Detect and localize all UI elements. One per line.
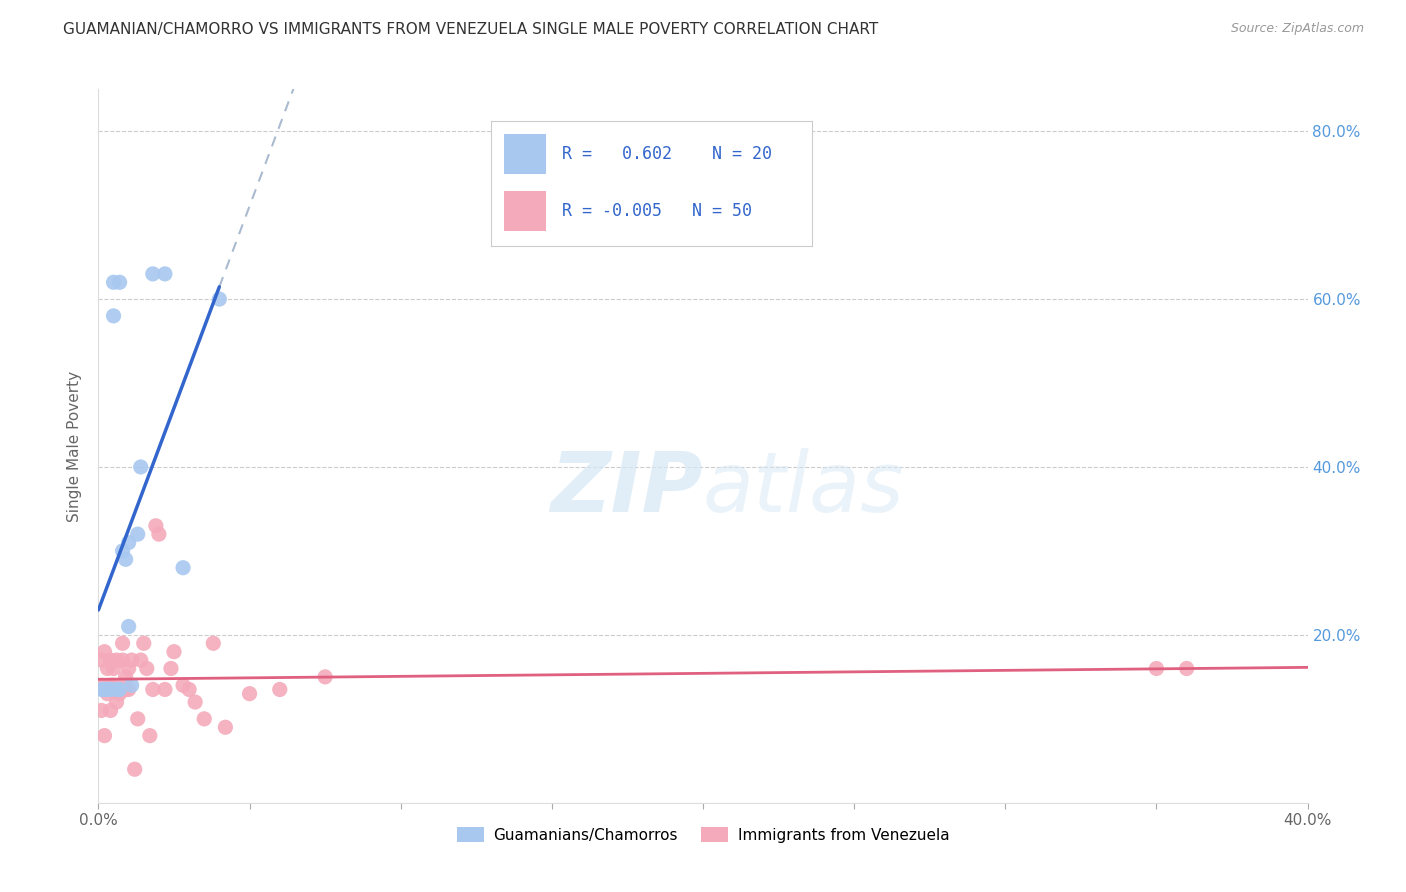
Point bbox=[93, 682, 115, 697]
Point bbox=[145, 518, 167, 533]
Point bbox=[96, 682, 118, 697]
Point bbox=[96, 682, 118, 697]
Point bbox=[100, 682, 122, 697]
Point bbox=[163, 645, 186, 659]
Point bbox=[90, 653, 112, 667]
Point bbox=[129, 653, 152, 667]
Point bbox=[1144, 661, 1167, 675]
Point bbox=[105, 695, 128, 709]
Point bbox=[193, 712, 215, 726]
Point bbox=[105, 653, 128, 667]
Point bbox=[103, 275, 125, 289]
Point bbox=[118, 661, 141, 675]
Point bbox=[93, 645, 115, 659]
Point bbox=[93, 682, 115, 697]
Point bbox=[121, 653, 143, 667]
Point bbox=[100, 653, 122, 667]
Text: atlas: atlas bbox=[703, 449, 904, 529]
Point bbox=[103, 309, 125, 323]
Text: Source: ZipAtlas.com: Source: ZipAtlas.com bbox=[1230, 22, 1364, 36]
Text: ZIP: ZIP bbox=[550, 449, 703, 529]
Point bbox=[90, 678, 112, 692]
Point bbox=[90, 682, 112, 697]
Point bbox=[105, 682, 128, 697]
Point bbox=[129, 460, 152, 475]
Point bbox=[160, 661, 183, 675]
Point bbox=[142, 682, 165, 697]
Point bbox=[100, 703, 122, 717]
Point bbox=[184, 695, 207, 709]
Point bbox=[103, 678, 125, 692]
Point bbox=[142, 267, 165, 281]
Point bbox=[118, 535, 141, 549]
Point bbox=[108, 275, 131, 289]
Point bbox=[93, 729, 115, 743]
Point bbox=[114, 682, 136, 697]
Point bbox=[96, 687, 118, 701]
Point bbox=[148, 527, 170, 541]
Point bbox=[90, 703, 112, 717]
Point bbox=[127, 527, 149, 541]
Point bbox=[114, 670, 136, 684]
Point bbox=[118, 619, 141, 633]
Point bbox=[172, 560, 194, 574]
Point bbox=[111, 636, 134, 650]
Point bbox=[108, 682, 131, 697]
Point bbox=[202, 636, 225, 650]
Point bbox=[1175, 661, 1198, 675]
Point bbox=[121, 678, 143, 692]
Point bbox=[100, 678, 122, 692]
Point bbox=[96, 661, 118, 675]
Point bbox=[179, 682, 201, 697]
Point bbox=[153, 682, 176, 697]
Point bbox=[108, 687, 131, 701]
Y-axis label: Single Male Poverty: Single Male Poverty bbox=[67, 370, 83, 522]
Legend: Guamanians/Chamorros, Immigrants from Venezuela: Guamanians/Chamorros, Immigrants from Ve… bbox=[451, 821, 955, 848]
Point bbox=[108, 682, 131, 697]
Point bbox=[118, 682, 141, 697]
Point bbox=[239, 687, 262, 701]
Point bbox=[103, 682, 125, 697]
Text: GUAMANIAN/CHAMORRO VS IMMIGRANTS FROM VENEZUELA SINGLE MALE POVERTY CORRELATION : GUAMANIAN/CHAMORRO VS IMMIGRANTS FROM VE… bbox=[63, 22, 879, 37]
Point bbox=[135, 661, 157, 675]
Point bbox=[172, 678, 194, 692]
Point bbox=[114, 552, 136, 566]
Point bbox=[208, 292, 231, 306]
Point bbox=[103, 661, 125, 675]
Point bbox=[124, 762, 146, 776]
Point bbox=[214, 720, 236, 734]
Point bbox=[111, 544, 134, 558]
Point bbox=[132, 636, 155, 650]
Point bbox=[127, 712, 149, 726]
Point bbox=[153, 267, 176, 281]
Point bbox=[269, 682, 291, 697]
Point bbox=[105, 682, 128, 697]
Point bbox=[111, 653, 134, 667]
Point bbox=[314, 670, 336, 684]
Point bbox=[139, 729, 162, 743]
